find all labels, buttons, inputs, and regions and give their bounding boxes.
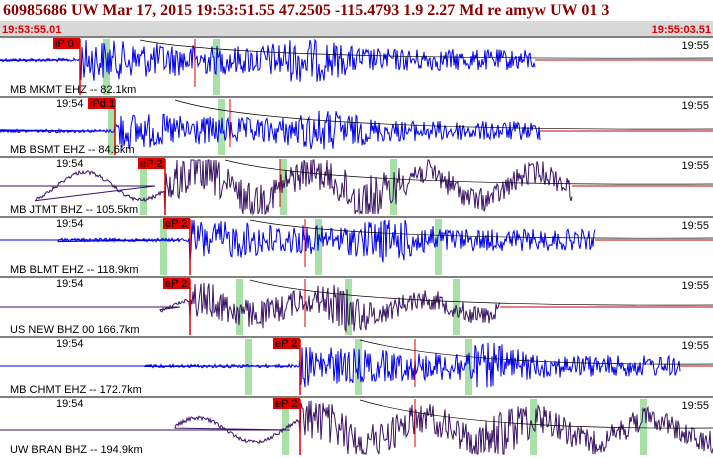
time-right: 19:55 [681, 400, 709, 412]
end-time: 19:55:03.51 [652, 24, 711, 36]
window-marker [435, 219, 442, 275]
window-marker [530, 399, 537, 455]
window-marker [236, 279, 243, 335]
window-marker [160, 219, 167, 275]
waveform [0, 282, 501, 333]
coda-curve [224, 159, 713, 185]
waveform [0, 159, 573, 216]
window-marker [345, 279, 352, 335]
coda-curve [359, 339, 713, 365]
start-time: 19:53:55.01 [2, 24, 61, 36]
pick-box [273, 338, 300, 349]
waveform [0, 38, 536, 82]
window-marker [465, 339, 472, 395]
pick-box [88, 98, 115, 109]
station-label: MB MKMT EHZ -- 82.1km [10, 84, 136, 96]
time-left: 19:54 [56, 218, 84, 230]
time-bar [0, 21, 713, 36]
time-right: 19:55 [681, 340, 709, 352]
window-marker [640, 399, 647, 455]
pick-label: eP 2 [275, 398, 297, 410]
pick-label: eP 2 [165, 218, 187, 230]
time-left: 19:54 [56, 278, 84, 290]
pick-box [273, 398, 300, 409]
pick-box [163, 218, 190, 229]
pick-label: eP 2 [140, 158, 162, 170]
pick-box [163, 278, 190, 289]
coda-curve [249, 219, 713, 239]
station-label: MB BLMT EHZ -- 118.9km [10, 264, 139, 276]
event-title: 60985686 UW Mar 17, 2015 19:53:51.55 47.… [3, 2, 609, 19]
time-right: 19:55 [681, 160, 709, 172]
window-marker [245, 339, 252, 395]
coda-curve [249, 279, 713, 306]
station-label: US NEW BHZ 00 166.7km [10, 324, 140, 336]
station-label: MB BSMT EHZ -- 84.6km [10, 144, 134, 156]
pick-label: eP 2 [275, 338, 297, 350]
waveform [0, 110, 541, 150]
time-right: 19:55 [681, 40, 709, 52]
window-marker [282, 399, 289, 455]
waveform [0, 342, 681, 388]
pick-box [53, 38, 80, 49]
time-right: 19:55 [681, 100, 709, 112]
time-right: 19:55 [681, 280, 709, 292]
window-marker [108, 99, 115, 155]
coda-curve [359, 399, 713, 429]
pick-label: eP 2 [165, 278, 187, 290]
station-label: UW BRAN BHZ -- 194.9km [10, 444, 143, 456]
time-left: 19:54 [56, 158, 84, 170]
station-label: MB CHMT EHZ -- 172.7km [10, 384, 142, 396]
coda-curve [174, 99, 713, 130]
time-right: 19:55 [681, 220, 709, 232]
pick-label: iP 0 [55, 38, 74, 50]
station-label: MB JTMT BHZ -- 105.5km [10, 204, 138, 216]
coda-curve [139, 39, 713, 59]
pick-box [138, 158, 165, 169]
time-left: 19:54 [56, 338, 84, 350]
time-left: 19:54 [56, 98, 84, 110]
waveform [0, 400, 713, 456]
waveform [0, 219, 596, 263]
time-left: 19:54 [56, 398, 84, 410]
pick-label: iPd 1 [90, 98, 115, 110]
